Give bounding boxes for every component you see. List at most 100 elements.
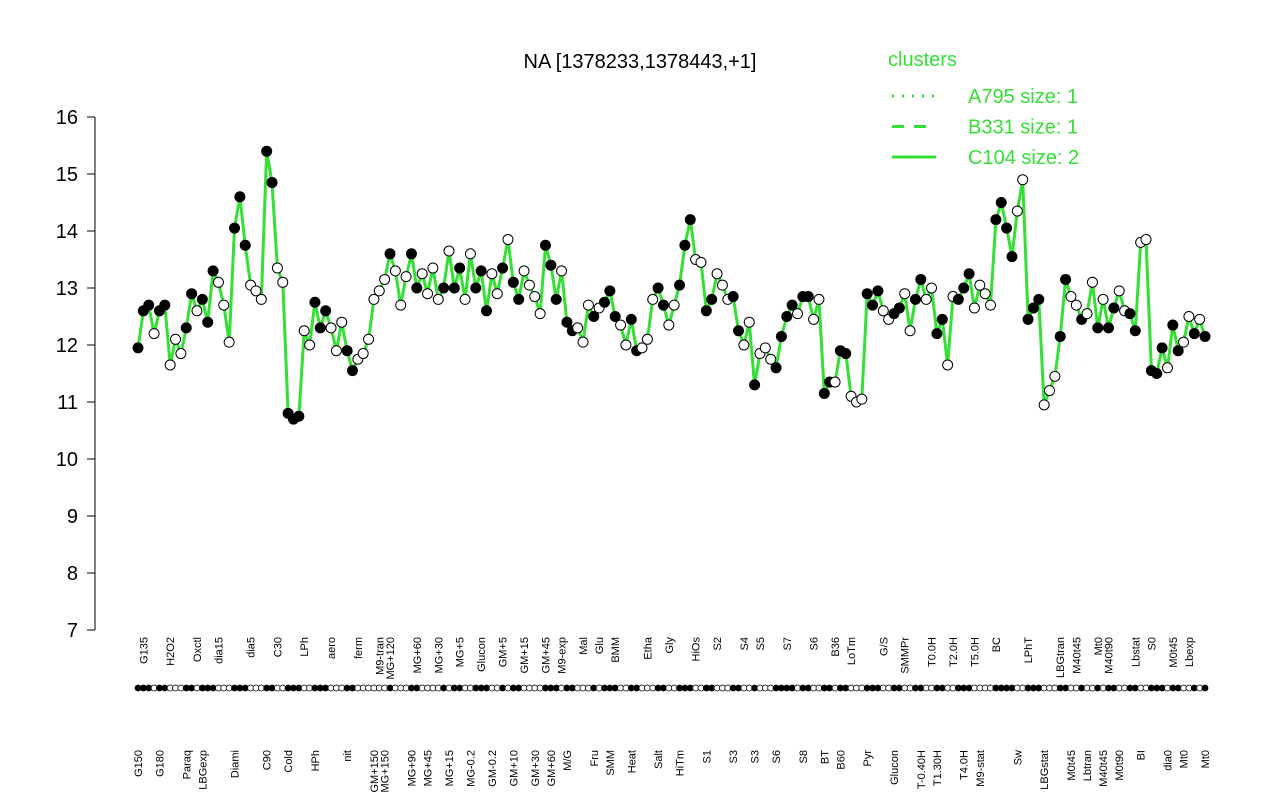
data-point	[1194, 313, 1206, 325]
data-point	[893, 302, 905, 314]
x-tick-label: Glucon	[476, 637, 488, 672]
data-point	[207, 265, 219, 277]
y-tick-label: 13	[56, 278, 78, 300]
data-point	[1092, 322, 1104, 334]
x-tick-label: GM+15	[519, 637, 531, 673]
data-point	[1033, 293, 1045, 305]
x-tick-label: Heat	[626, 750, 638, 773]
x-tick-label: HPh	[310, 750, 322, 771]
x-tick-label: dia5	[246, 637, 258, 658]
data-point	[582, 299, 594, 311]
data-point	[464, 248, 476, 260]
data-point	[529, 291, 541, 303]
data-point	[985, 299, 997, 311]
data-point	[1102, 322, 1114, 334]
data-point	[872, 285, 884, 297]
x-tick-label: T2.0H	[948, 637, 960, 667]
x-tick-label: MG+45	[423, 750, 435, 786]
data-point	[261, 145, 273, 157]
x-tick-label: Mt0	[1093, 637, 1105, 655]
data-point	[1129, 325, 1141, 337]
data-point	[770, 362, 782, 374]
data-point	[470, 282, 482, 294]
data-point	[920, 293, 932, 305]
data-point	[298, 325, 310, 337]
data-point	[475, 265, 487, 277]
data-point	[1140, 234, 1152, 246]
data-point	[899, 288, 911, 300]
data-point	[550, 293, 562, 305]
data-point	[636, 342, 648, 354]
data-point	[212, 276, 224, 288]
x-tick-label: LBGstat	[1039, 750, 1051, 790]
x-tick-label: T1.30H	[932, 750, 944, 786]
data-point	[416, 268, 428, 280]
data-point	[481, 305, 493, 317]
x-tick-label: Gly	[664, 637, 676, 654]
data-point	[320, 305, 332, 317]
data-point	[330, 345, 342, 357]
data-point	[1167, 319, 1179, 331]
x-tick-label: M9-stat	[975, 750, 987, 787]
data-point	[968, 302, 980, 314]
x-tick-label: MG+120	[385, 637, 397, 680]
data-point	[647, 293, 659, 305]
data-point	[502, 234, 514, 246]
data-point	[523, 279, 535, 291]
data-point	[223, 336, 235, 348]
data-point	[829, 376, 841, 388]
data-point	[175, 348, 187, 360]
data-point	[1183, 311, 1195, 322]
data-point	[293, 410, 305, 422]
x-tick-label: SMMPr	[900, 637, 912, 674]
x-tick-label: GM-0.2	[487, 750, 499, 787]
data-point	[695, 256, 707, 268]
data-point	[861, 288, 873, 300]
x-tick-label: M0t45	[1066, 750, 1078, 781]
data-point	[191, 305, 203, 317]
data-point	[1086, 276, 1098, 288]
data-point	[641, 333, 653, 345]
x-tick-label: BC	[991, 637, 1003, 652]
data-point	[706, 293, 718, 305]
data-point	[813, 293, 825, 305]
x-tick-label: T4.0H	[959, 750, 971, 780]
x-tick-label: LoTm	[846, 637, 858, 665]
data-point	[341, 345, 353, 357]
y-tick-label: 16	[56, 107, 78, 129]
x-tick-label: LBGtran	[1055, 637, 1067, 678]
data-point	[856, 393, 868, 405]
data-point	[373, 285, 385, 297]
data-point	[743, 316, 755, 328]
data-point	[727, 291, 739, 303]
data-point	[384, 248, 396, 260]
data-point	[518, 265, 530, 277]
x-tick-label: MG+30	[433, 637, 445, 673]
x-tick-label: MG+60	[412, 637, 424, 673]
x-tick-label: MG+90	[406, 750, 418, 786]
data-point	[1124, 308, 1136, 320]
legend-label: B331 size: 1	[968, 117, 1078, 139]
data-point	[1049, 370, 1061, 382]
data-point	[668, 299, 680, 311]
x-tick-label: H2O2	[165, 637, 177, 666]
data-point	[963, 268, 975, 280]
category-marker	[1201, 684, 1209, 692]
data-point	[663, 319, 675, 331]
x-tick-label: T-0.40H	[916, 750, 928, 789]
x-tick-label: G150	[133, 750, 145, 777]
cluster-line	[136, 150, 1207, 421]
data-point	[379, 273, 391, 285]
data-point	[808, 313, 820, 325]
data-point	[818, 387, 830, 399]
x-tick-label: S6	[809, 637, 821, 650]
x-tick-label: Fru	[589, 750, 601, 767]
x-tick-label: C90	[262, 750, 274, 770]
x-tick-label: MG+5	[455, 637, 467, 667]
data-point	[995, 197, 1007, 208]
data-point	[395, 299, 407, 311]
data-point	[1027, 302, 1039, 314]
data-point	[405, 248, 417, 260]
x-tick-label: M40t45	[1071, 637, 1083, 674]
